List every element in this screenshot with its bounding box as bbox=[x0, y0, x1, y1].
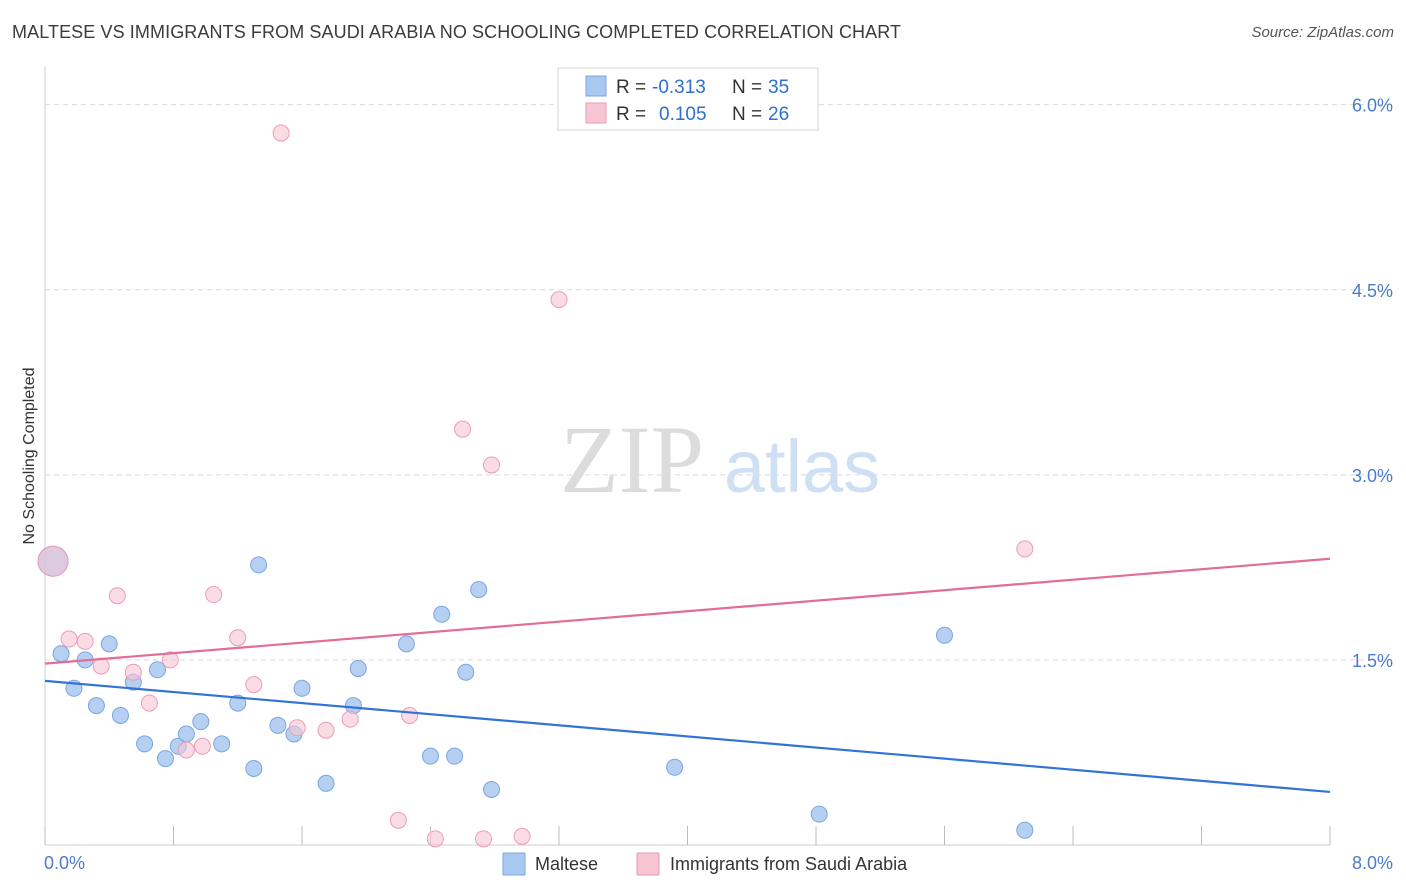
data-point-maltese bbox=[87, 697, 105, 715]
bottom-legend-swatch-maltese bbox=[502, 852, 526, 876]
data-point-saudi bbox=[193, 737, 211, 755]
data-point-maltese bbox=[52, 645, 70, 663]
data-point-maltese bbox=[156, 750, 174, 768]
data-point-maltese bbox=[213, 735, 231, 753]
data-point-maltese bbox=[457, 663, 475, 681]
legend-swatch-maltese bbox=[585, 75, 607, 97]
bottom-legend-label-saudi: Immigrants from Saudi Arabia bbox=[670, 854, 908, 874]
data-point-saudi bbox=[483, 456, 501, 474]
legend-swatch-saudi bbox=[585, 102, 607, 124]
data-point-maltese bbox=[100, 635, 118, 653]
bottom-legend-swatch-saudi bbox=[636, 852, 660, 876]
data-point-saudi bbox=[76, 632, 94, 650]
data-point-saudi bbox=[37, 545, 69, 577]
data-point-saudi bbox=[513, 827, 531, 845]
data-point-maltese bbox=[433, 605, 451, 623]
data-point-maltese bbox=[470, 581, 488, 599]
chart-title: MALTESE VS IMMIGRANTS FROM SAUDI ARABIA … bbox=[12, 22, 902, 42]
legend-r-label-maltese: R = bbox=[616, 77, 646, 98]
legend-n-value-saudi: 26 bbox=[768, 104, 789, 125]
data-point-saudi bbox=[288, 719, 306, 737]
y-tick-label: 4.5% bbox=[1352, 281, 1393, 301]
data-point-saudi bbox=[272, 124, 290, 142]
data-point-maltese bbox=[229, 694, 247, 712]
data-point-saudi bbox=[550, 291, 568, 309]
y-tick-label: 6.0% bbox=[1352, 96, 1393, 116]
data-point-maltese bbox=[269, 716, 287, 734]
data-point-saudi bbox=[161, 651, 179, 669]
watermark-atlas: atlas bbox=[724, 425, 880, 508]
legend-n-label-saudi: N = bbox=[732, 104, 762, 125]
data-point-maltese bbox=[422, 747, 439, 765]
data-point-saudi bbox=[140, 694, 158, 712]
x-tick-labels: 0.0% 8.0% bbox=[44, 853, 1393, 873]
data-point-saudi bbox=[475, 830, 493, 848]
data-point-maltese bbox=[111, 706, 129, 724]
bottom-legend-label-maltese: Maltese bbox=[535, 854, 598, 874]
data-point-saudi bbox=[60, 630, 78, 648]
data-point-maltese bbox=[1016, 821, 1034, 839]
y-tick-label: 3.0% bbox=[1352, 466, 1393, 486]
grid-lines bbox=[45, 104, 1392, 661]
x-tick-label-max: 8.0% bbox=[1352, 853, 1393, 873]
data-point-saudi bbox=[1016, 540, 1034, 558]
data-point-saudi bbox=[124, 663, 142, 681]
legend-n-label-maltese: N = bbox=[732, 77, 762, 98]
data-point-maltese bbox=[397, 635, 415, 653]
trend-lines bbox=[44, 557, 1331, 794]
data-point-maltese bbox=[446, 747, 464, 765]
data-point-saudi bbox=[205, 586, 223, 604]
data-point-maltese bbox=[177, 725, 195, 743]
top-legend: R = -0.313 N = 35 R = 0.105 N = 26 bbox=[557, 67, 819, 131]
source-credit: Source: ZipAtlas.com bbox=[1251, 24, 1394, 41]
x-tick-label-min: 0.0% bbox=[44, 853, 85, 873]
data-point-saudi bbox=[389, 811, 407, 829]
axes bbox=[44, 66, 1331, 846]
data-point-maltese bbox=[936, 626, 953, 644]
data-point-saudi bbox=[245, 676, 263, 694]
data-point-saudi bbox=[341, 710, 359, 728]
data-point-saudi bbox=[177, 741, 195, 759]
data-point-maltese bbox=[148, 661, 166, 679]
data-point-saudi bbox=[317, 721, 335, 739]
data-point-maltese bbox=[666, 758, 684, 776]
bottom-legend: Maltese Immigrants from Saudi Arabia bbox=[502, 852, 908, 876]
data-points bbox=[37, 124, 1034, 848]
legend-r-value-maltese: -0.313 bbox=[652, 77, 706, 98]
data-point-saudi bbox=[454, 420, 472, 438]
data-point-saudi bbox=[426, 830, 444, 848]
watermark-zip: ZIP bbox=[560, 406, 704, 513]
data-point-maltese bbox=[317, 774, 335, 792]
data-point-maltese bbox=[245, 760, 263, 777]
legend-r-label-saudi: R = bbox=[616, 104, 646, 125]
data-point-maltese bbox=[192, 713, 210, 731]
legend-n-value-maltese: 35 bbox=[768, 77, 789, 98]
data-point-saudi bbox=[108, 587, 126, 605]
data-point-saudi bbox=[229, 629, 247, 647]
trend-line-maltese bbox=[44, 679, 1331, 794]
data-point-maltese bbox=[250, 556, 268, 574]
y-tick-labels: 1.5% 3.0% 4.5% 6.0% bbox=[1352, 96, 1393, 671]
trend-line-saudi bbox=[44, 557, 1331, 665]
data-point-saudi bbox=[401, 706, 419, 724]
data-point-maltese bbox=[293, 679, 311, 697]
legend-r-value-saudi: 0.105 bbox=[659, 104, 707, 125]
y-tick-label: 1.5% bbox=[1352, 651, 1393, 671]
data-point-maltese bbox=[483, 780, 501, 798]
y-axis-label: No Schooling Completed bbox=[21, 368, 38, 545]
data-point-maltese bbox=[136, 735, 154, 753]
data-point-maltese bbox=[349, 660, 367, 678]
data-point-maltese bbox=[810, 805, 828, 823]
